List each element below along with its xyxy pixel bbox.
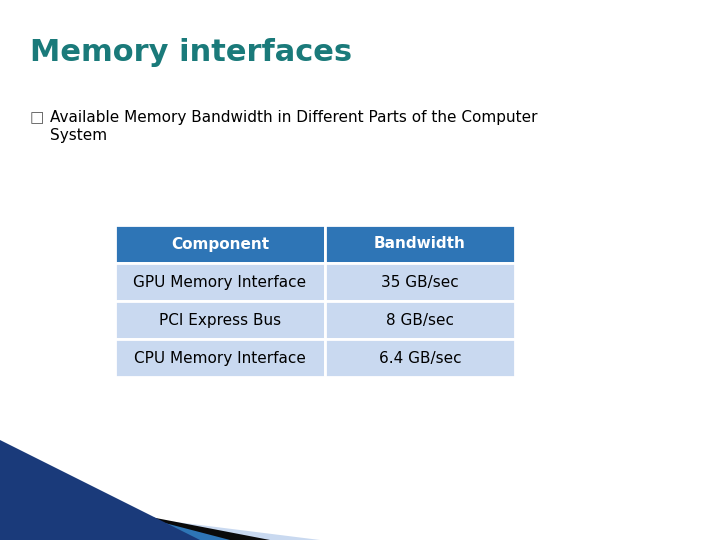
Text: Available Memory Bandwidth in Different Parts of the Computer: Available Memory Bandwidth in Different … bbox=[50, 110, 538, 125]
FancyBboxPatch shape bbox=[115, 225, 325, 263]
Text: Component: Component bbox=[171, 237, 269, 252]
FancyBboxPatch shape bbox=[325, 225, 515, 263]
Text: 6.4 GB/sec: 6.4 GB/sec bbox=[379, 350, 462, 366]
FancyBboxPatch shape bbox=[325, 301, 515, 339]
FancyBboxPatch shape bbox=[115, 263, 325, 301]
FancyBboxPatch shape bbox=[325, 339, 515, 377]
Text: 35 GB/sec: 35 GB/sec bbox=[381, 274, 459, 289]
FancyBboxPatch shape bbox=[325, 263, 515, 301]
Polygon shape bbox=[0, 488, 270, 540]
Text: CPU Memory Interface: CPU Memory Interface bbox=[134, 350, 306, 366]
Text: PCI Express Bus: PCI Express Bus bbox=[159, 313, 281, 327]
Text: □: □ bbox=[30, 110, 45, 125]
Polygon shape bbox=[0, 480, 230, 540]
Polygon shape bbox=[0, 500, 320, 540]
FancyBboxPatch shape bbox=[115, 339, 325, 377]
Polygon shape bbox=[0, 440, 200, 540]
Text: Bandwidth: Bandwidth bbox=[374, 237, 466, 252]
Text: Memory interfaces: Memory interfaces bbox=[30, 38, 352, 67]
FancyBboxPatch shape bbox=[115, 301, 325, 339]
Text: System: System bbox=[50, 128, 107, 143]
Text: 8 GB/sec: 8 GB/sec bbox=[386, 313, 454, 327]
Text: GPU Memory Interface: GPU Memory Interface bbox=[133, 274, 307, 289]
